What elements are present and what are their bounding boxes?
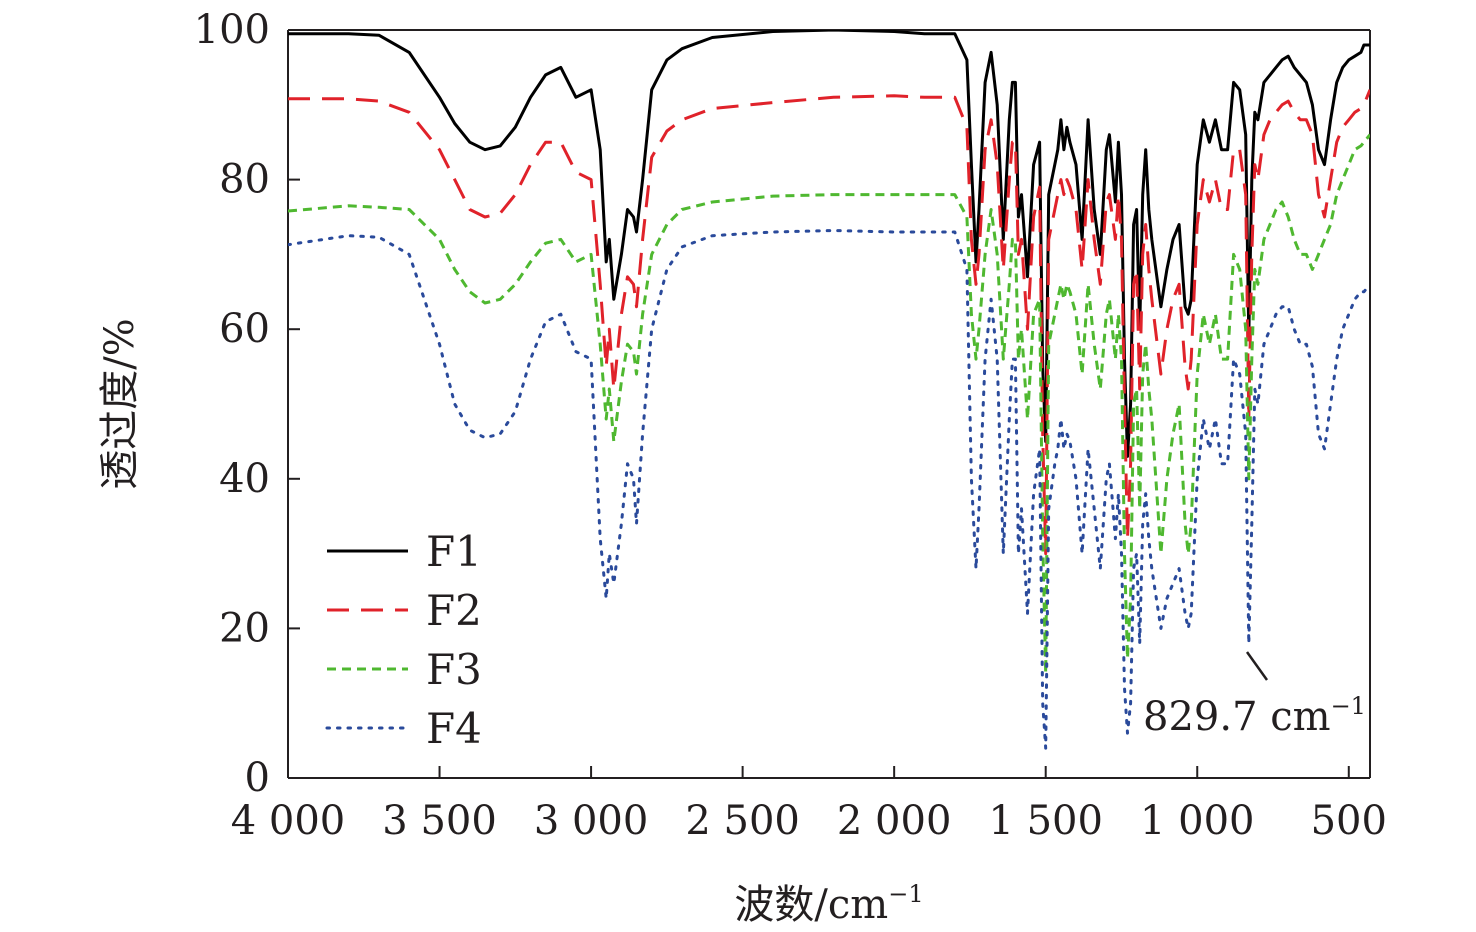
- x-tick-label: 500: [1311, 798, 1387, 844]
- y-tick-label: 20: [219, 605, 270, 651]
- annotation-label: 829.7 cm−1: [1143, 692, 1366, 740]
- annotation-pointer: [1245, 651, 1269, 681]
- x-tick-label: 1 000: [1140, 798, 1255, 844]
- x-tick-label: 2 500: [685, 798, 800, 844]
- x-tick-label: 1 500: [988, 798, 1103, 844]
- series-line-f1: [288, 30, 1370, 458]
- x-tick-label: 3 500: [382, 798, 497, 844]
- x-tick-label: 2 000: [837, 798, 952, 844]
- legend-label-f4: F4: [426, 704, 482, 753]
- legend: F1 F2 F3 F4: [325, 527, 482, 753]
- x-tick-label: 4 000: [231, 798, 346, 844]
- legend-label-f1: F1: [426, 527, 482, 576]
- legend-label-f3: F3: [426, 645, 482, 694]
- x-axis-title: 波数/cm−1: [734, 880, 923, 928]
- series-line-f3: [288, 133, 1370, 675]
- legend-label-f2: F2: [426, 586, 482, 635]
- y-axis-title: 透过度/%: [97, 318, 143, 489]
- y-tick-label: 100: [194, 7, 270, 53]
- x-tick-label: 3 000: [534, 798, 649, 844]
- y-tick-label: 80: [219, 157, 270, 203]
- series-line-f2: [288, 89, 1370, 556]
- y-tick-label: 60: [219, 306, 270, 352]
- y-tick-label: 0: [245, 755, 270, 801]
- y-tick-label: 40: [219, 456, 270, 502]
- series-line-f4: [288, 229, 1370, 750]
